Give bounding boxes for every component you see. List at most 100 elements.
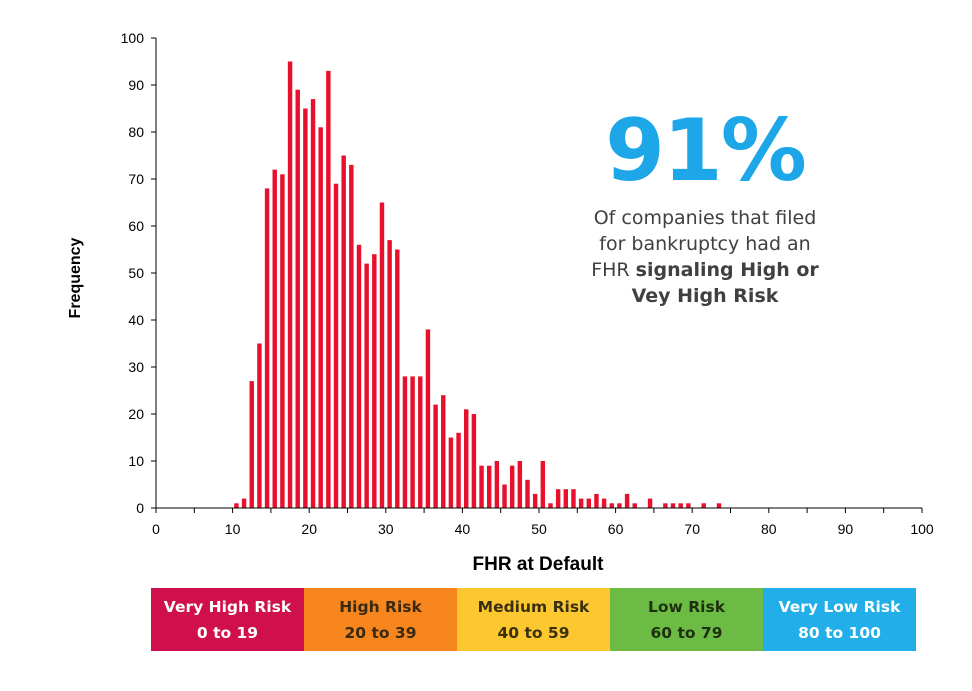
x-tick-label: 10 bbox=[225, 521, 241, 537]
bar bbox=[264, 188, 270, 508]
legend-label: Medium Risk bbox=[477, 597, 590, 616]
bar bbox=[395, 249, 400, 508]
bar bbox=[663, 503, 668, 508]
bar bbox=[326, 70, 331, 509]
y-tick-label: 20 bbox=[128, 406, 144, 422]
x-tick-label: 0 bbox=[152, 521, 160, 537]
bar bbox=[433, 404, 438, 508]
legend-high-risk: High Risk 20 to 39 bbox=[304, 588, 457, 651]
y-tick-label: 60 bbox=[128, 218, 144, 234]
bar-series bbox=[234, 61, 722, 509]
bar bbox=[548, 503, 553, 508]
bar bbox=[632, 503, 637, 508]
bar bbox=[509, 465, 515, 508]
bar bbox=[563, 489, 569, 508]
stat-line-1: Of companies that filed bbox=[593, 207, 817, 229]
x-tick-label: 70 bbox=[684, 521, 700, 537]
x-tick-label: 50 bbox=[531, 521, 547, 537]
y-tick-label: 10 bbox=[128, 453, 144, 469]
bar bbox=[601, 498, 607, 508]
bar bbox=[387, 240, 392, 508]
legend-low-risk: Low Risk 60 to 79 bbox=[610, 588, 763, 651]
y-tick-label: 80 bbox=[128, 124, 144, 140]
bar bbox=[502, 484, 507, 508]
x-tick-label: 100 bbox=[910, 521, 934, 537]
bar bbox=[670, 503, 676, 508]
bar bbox=[448, 437, 454, 508]
bar bbox=[303, 108, 308, 508]
bar bbox=[356, 244, 362, 509]
x-tick-label: 80 bbox=[761, 521, 777, 537]
bar bbox=[410, 376, 415, 508]
bar bbox=[686, 503, 691, 508]
legend-label: Low Risk bbox=[647, 597, 726, 616]
bar bbox=[372, 254, 377, 508]
bar bbox=[333, 183, 339, 508]
bar bbox=[716, 503, 722, 508]
bar bbox=[517, 461, 523, 508]
stat-description: Of companies that filed for bankruptcy h… bbox=[560, 205, 850, 309]
bar bbox=[249, 381, 254, 508]
legend-very-low-risk: Very Low Risk 80 to 100 bbox=[763, 588, 916, 651]
legend-label: Very Low Risk bbox=[778, 597, 901, 616]
bar bbox=[257, 343, 262, 508]
legend-range: 20 to 39 bbox=[344, 623, 417, 642]
y-tick-label: 0 bbox=[136, 500, 144, 516]
bar bbox=[441, 395, 446, 508]
bar bbox=[402, 376, 408, 508]
x-tick-label: 60 bbox=[608, 521, 624, 537]
stat-percent: 91% bbox=[605, 101, 807, 201]
x-tick-label: 90 bbox=[838, 521, 854, 537]
stat-line-2: for bankruptcy had an bbox=[599, 233, 811, 255]
y-axis-title: Frequency bbox=[67, 237, 84, 318]
bar bbox=[609, 503, 614, 508]
bar bbox=[418, 376, 423, 508]
x-tick-label: 30 bbox=[378, 521, 394, 537]
bar bbox=[234, 503, 239, 508]
bar bbox=[486, 465, 492, 508]
y-tick-label: 70 bbox=[128, 171, 144, 187]
bar bbox=[241, 498, 247, 508]
risk-legend: Very High Risk 0 to 19 High Risk 20 to 3… bbox=[151, 588, 916, 651]
bar bbox=[617, 503, 622, 508]
bar bbox=[571, 489, 576, 508]
stat-line-3-bold: signaling High or bbox=[635, 259, 819, 281]
legend-range: 40 to 59 bbox=[497, 623, 570, 642]
y-axis: 0 10 20 30 40 50 60 70 80 90 100 bbox=[121, 30, 157, 516]
bar bbox=[379, 202, 385, 508]
legend-label: Very High Risk bbox=[163, 597, 292, 616]
legend-label: High Risk bbox=[339, 597, 422, 616]
x-tick-label: 20 bbox=[301, 521, 317, 537]
bar bbox=[464, 409, 469, 508]
y-tick-label: 40 bbox=[128, 312, 144, 328]
stat-line-3-prefix: FHR bbox=[591, 259, 636, 281]
y-tick-label: 30 bbox=[128, 359, 144, 375]
bar bbox=[280, 174, 285, 509]
bar bbox=[532, 493, 538, 508]
bar bbox=[349, 164, 354, 508]
bar bbox=[471, 414, 477, 508]
legend-very-high-risk: Very High Risk 0 to 19 bbox=[151, 588, 304, 651]
x-axis: 0 10 20 30 40 50 60 70 80 90 100 bbox=[152, 507, 934, 537]
stat-line-4: Vey High Risk bbox=[631, 285, 779, 307]
bar bbox=[341, 155, 346, 508]
legend-range: 0 to 19 bbox=[196, 623, 259, 642]
legend-range: 60 to 79 bbox=[650, 623, 723, 642]
legend-range: 80 to 100 bbox=[798, 623, 881, 642]
stat-line-3: FHR signaling High or bbox=[560, 257, 850, 283]
bar bbox=[272, 169, 277, 508]
bar bbox=[494, 461, 500, 508]
bar bbox=[594, 493, 599, 508]
y-tick-label: 90 bbox=[128, 77, 144, 93]
bar bbox=[578, 498, 584, 508]
bar bbox=[555, 489, 561, 508]
bar bbox=[525, 479, 530, 508]
bar bbox=[310, 99, 316, 508]
y-tick-label: 50 bbox=[128, 265, 144, 281]
bar bbox=[456, 432, 461, 508]
bar bbox=[287, 61, 293, 508]
y-tick-label: 100 bbox=[121, 30, 145, 46]
bar bbox=[364, 263, 369, 508]
bar bbox=[647, 498, 653, 508]
